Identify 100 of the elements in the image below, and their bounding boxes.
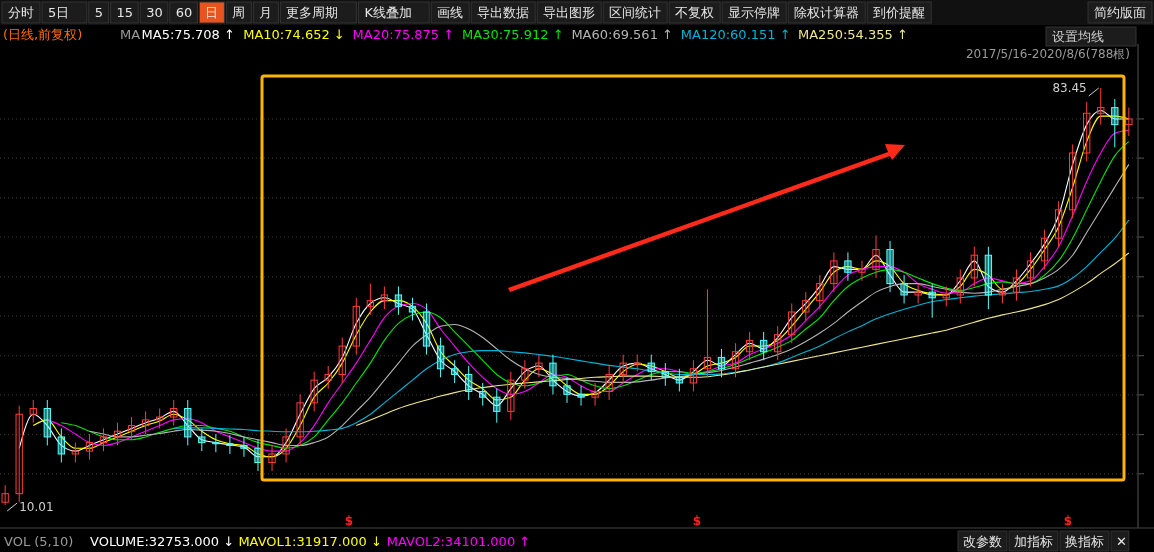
candlestick	[577, 385, 585, 407]
candlestick	[619, 354, 627, 384]
text: K线叠加	[364, 5, 412, 20]
text: $	[1063, 514, 1073, 528]
candlestick	[521, 359, 529, 390]
candlestick	[1012, 268, 1021, 302]
text: $	[692, 514, 702, 528]
candlestick	[745, 331, 754, 361]
candlestick	[788, 302, 796, 344]
candlestick	[366, 283, 375, 316]
text: 日	[205, 5, 219, 20]
candlestick	[984, 246, 993, 310]
candlestick	[886, 240, 894, 293]
candlestick	[774, 325, 782, 361]
candlestick	[872, 234, 880, 279]
candlestick	[156, 408, 164, 429]
candlestick	[184, 399, 192, 446]
text: MA250:54.355 ↑	[798, 27, 908, 42]
text: 导出数据	[477, 5, 530, 20]
candlestick	[1083, 101, 1091, 163]
candlestick	[563, 376, 571, 404]
candlestick	[914, 283, 922, 304]
text: 导出图形	[543, 5, 596, 20]
candlestick	[170, 399, 178, 427]
candlestick	[57, 427, 65, 463]
candlestick	[1054, 200, 1063, 248]
candlestick	[900, 274, 908, 304]
candlestick	[549, 354, 557, 395]
candlestick	[338, 337, 346, 384]
candlestick	[352, 297, 360, 356]
candlestick	[535, 354, 543, 378]
text: 显示停牌	[728, 5, 781, 20]
candlestick	[1097, 87, 1105, 126]
candlestick	[647, 354, 655, 381]
candlestick	[1111, 98, 1119, 148]
candlestick	[450, 359, 459, 384]
text: 改参数	[963, 534, 1002, 549]
text: 除权计算器	[794, 5, 860, 20]
candlestick	[675, 368, 684, 392]
candlestick	[436, 337, 445, 378]
text: MAVOL1:31917.000 ↓	[238, 534, 382, 549]
candlestick	[1040, 229, 1049, 270]
candlestick	[141, 410, 150, 435]
candlestick	[408, 297, 417, 322]
text: 60	[175, 5, 193, 20]
candlestick	[717, 348, 726, 378]
candlestick	[422, 302, 431, 356]
candlestick	[830, 251, 838, 293]
annotation: 10.01	[19, 500, 54, 514]
candlestick	[956, 268, 964, 304]
text: VOL (5,10)	[4, 534, 74, 549]
candlestick	[605, 365, 613, 401]
text: 设置均线	[1052, 29, 1104, 44]
candlestick	[1, 484, 9, 506]
candlestick	[394, 285, 403, 316]
candlestick	[507, 371, 515, 421]
candlestick	[1125, 107, 1133, 137]
candlestick	[858, 260, 866, 282]
annotation: 83.45	[1052, 81, 1087, 95]
candlestick	[296, 393, 304, 446]
candlestick	[1026, 251, 1035, 287]
text: 不复权	[675, 5, 715, 20]
text: 换指标	[1065, 534, 1104, 549]
candlestick	[240, 436, 248, 458]
text: 简约版面	[1094, 5, 1146, 20]
candlestick	[99, 427, 108, 452]
candlestick	[942, 285, 950, 307]
candlestick	[380, 285, 389, 310]
text: 周	[232, 5, 246, 20]
candlestick	[282, 427, 290, 463]
text: MA120:60.151 ↑	[680, 27, 791, 42]
text: 5	[94, 5, 104, 20]
text: (日线,前复权)	[3, 27, 83, 42]
candlestick	[226, 434, 234, 455]
text: MA	[120, 27, 141, 42]
candlestick	[324, 365, 332, 390]
candlestick	[268, 444, 276, 472]
candlestick	[731, 342, 740, 378]
candlestick	[703, 288, 712, 378]
text: 到价提醒	[873, 5, 926, 20]
text: 加指标	[1014, 534, 1053, 549]
candlestick	[310, 371, 318, 412]
candlestick	[1069, 144, 1077, 219]
candlestick	[759, 331, 768, 361]
text: MA60:69.561 ↑	[571, 27, 673, 42]
candlestick	[15, 405, 23, 503]
text: VOLUME:32753.000 ↓	[90, 534, 235, 549]
text: 15	[116, 5, 134, 20]
text: MA10:74.652 ↓	[243, 27, 345, 42]
candlestick	[970, 246, 978, 287]
candlestick	[29, 399, 37, 424]
candlestick	[689, 359, 698, 392]
text: MAVOL2:34101.000 ↑	[386, 534, 531, 549]
candlestick	[844, 251, 852, 282]
candlestick	[928, 283, 936, 319]
text: 5日	[48, 5, 70, 20]
text: 月	[259, 5, 273, 20]
candlestick	[998, 283, 1007, 304]
candlestick	[43, 399, 51, 446]
text: 区间统计	[609, 5, 662, 20]
